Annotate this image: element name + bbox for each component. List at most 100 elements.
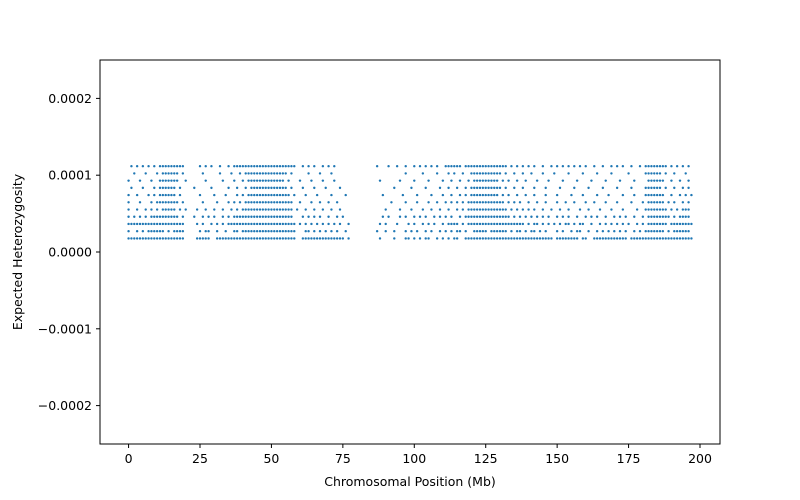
data-point: [244, 208, 247, 211]
data-point: [584, 215, 587, 218]
data-point: [310, 201, 313, 204]
data-point: [330, 229, 333, 233]
data-point: [490, 165, 493, 168]
data-point: [264, 179, 267, 182]
data-point: [564, 222, 567, 226]
data-point: [447, 208, 450, 211]
data-point: [415, 193, 419, 197]
data-point: [344, 229, 347, 233]
data-point: [461, 172, 465, 175]
data-point: [670, 165, 673, 168]
data-point: [507, 215, 510, 218]
data-point: [264, 201, 267, 204]
data-point: [215, 222, 219, 226]
data-point: [395, 222, 399, 226]
data-point: [681, 208, 685, 211]
data-point: [250, 215, 253, 218]
data-point: [284, 215, 287, 218]
data-point: [170, 222, 173, 226]
data-point: [181, 172, 185, 175]
data-point: [158, 186, 162, 190]
data-point: [530, 215, 533, 218]
data-point: [444, 229, 447, 233]
data-point: [481, 229, 485, 233]
data-point: [653, 179, 656, 182]
data-point: [481, 201, 485, 204]
data-point: [564, 201, 567, 204]
data-point: [670, 222, 673, 226]
data-point: [495, 193, 499, 197]
data-point: [687, 215, 690, 218]
data-point: [667, 215, 670, 218]
data-point: [530, 229, 533, 233]
data-point: [644, 165, 647, 168]
data-point: [258, 229, 262, 233]
data-point: [253, 201, 256, 204]
data-point: [295, 208, 299, 211]
data-point: [287, 229, 290, 233]
data-point: [650, 229, 653, 233]
data-point: [461, 222, 465, 226]
data-point: [498, 237, 502, 240]
data-point: [470, 172, 473, 175]
data-point: [684, 208, 687, 211]
data-point: [647, 165, 650, 168]
data-point: [567, 222, 570, 226]
data-point: [470, 186, 473, 190]
data-point: [455, 237, 459, 240]
data-point: [170, 208, 173, 211]
data-point: [655, 201, 659, 204]
data-point: [338, 222, 342, 226]
data-point: [535, 179, 539, 182]
data-point: [670, 179, 673, 182]
data-point: [378, 222, 382, 226]
data-point: [498, 215, 502, 218]
data-point: [478, 179, 482, 182]
data-point: [204, 165, 207, 168]
data-point: [304, 237, 307, 240]
data-point: [627, 172, 630, 175]
data-point: [173, 165, 176, 168]
data-point: [247, 215, 250, 218]
data-point: [255, 229, 259, 233]
data-point: [573, 237, 576, 240]
data-point: [433, 222, 436, 226]
data-point: [655, 172, 659, 175]
data-point: [641, 222, 645, 226]
data-point: [681, 229, 685, 233]
data-point: [264, 222, 267, 226]
data-point: [233, 165, 236, 168]
data-point: [421, 208, 425, 211]
data-point: [138, 215, 142, 218]
data-point: [264, 229, 267, 233]
data-point: [290, 237, 293, 240]
data-point: [501, 165, 505, 168]
plot-frame: [99, 59, 721, 445]
data-point: [178, 208, 182, 211]
data-point: [487, 179, 490, 182]
data-point: [395, 165, 399, 168]
data-point: [307, 215, 310, 218]
data-point: [264, 237, 267, 240]
data-point: [524, 229, 527, 233]
data-point: [590, 179, 593, 182]
data-point: [224, 193, 227, 197]
data-point: [504, 208, 507, 211]
data-point: [584, 237, 587, 240]
data-point: [310, 237, 313, 240]
data-point: [135, 208, 139, 211]
data-point: [258, 237, 262, 240]
data-point: [490, 193, 493, 197]
data-point: [301, 237, 305, 240]
data-point: [541, 208, 545, 211]
data-point: [273, 201, 276, 204]
data-point: [458, 215, 462, 218]
data-point: [501, 208, 505, 211]
data-point: [421, 222, 425, 226]
data-point: [658, 201, 662, 204]
data-point: [661, 215, 665, 218]
data-point: [158, 237, 162, 240]
data-point: [495, 237, 499, 240]
data-point: [127, 201, 130, 204]
data-point: [624, 237, 627, 240]
